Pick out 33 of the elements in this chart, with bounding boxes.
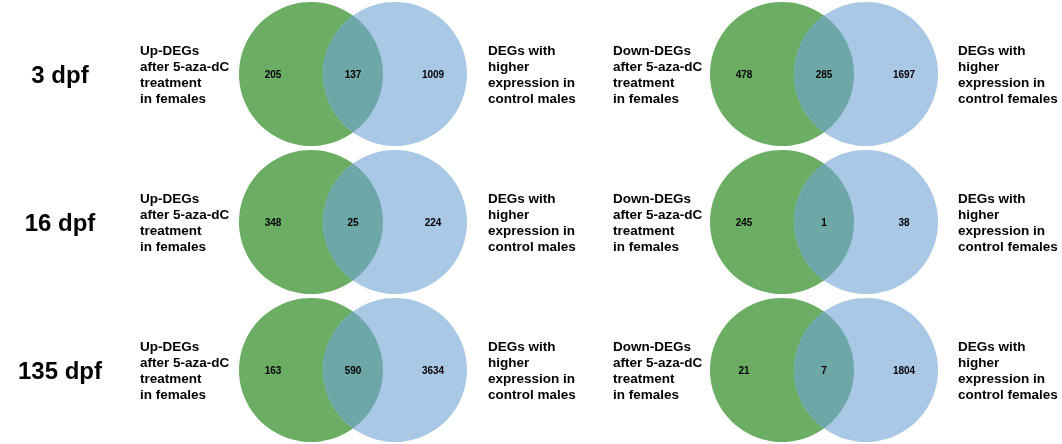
data-label: 3634: [421, 364, 445, 376]
data-label: 224: [424, 216, 442, 228]
text: DEGs with higher expression in control males: [488, 42, 576, 106]
text: Up-DEGs after 5-aza-dC treatment in females: [140, 190, 230, 254]
data-label: 1697: [892, 68, 916, 80]
data-label: 1009: [421, 68, 445, 80]
text: DEGs with higher expression in control males: [488, 190, 576, 254]
data-label: 478: [735, 68, 753, 80]
data-label: 7: [821, 364, 828, 376]
data-label: 137: [344, 68, 362, 80]
data-label: 1804: [892, 364, 916, 376]
data-label: 348: [264, 216, 282, 228]
text: Up-DEGs after 5-aza-dC treatment in females: [140, 338, 230, 402]
text: DEGs with higher expression in control males: [488, 338, 576, 402]
data-label: 25: [347, 216, 359, 228]
text: Down-DEGs after 5-aza-dC treatment in females: [613, 338, 703, 402]
data-label: 38: [898, 216, 910, 228]
data-label: 1: [821, 216, 828, 228]
data-label: 590: [344, 364, 362, 376]
text: 135 dpf: [17, 356, 104, 384]
text: DEGs with higher expression in control females: [958, 190, 1058, 254]
text: 16 dpf: [24, 208, 97, 236]
data-label: 163: [264, 364, 282, 376]
data-label: 285: [815, 68, 833, 80]
data-label: 205: [264, 68, 282, 80]
text: Up-DEGs after 5-aza-dC treatment in females: [140, 42, 230, 106]
text: Down-DEGs after 5-aza-dC treatment in females: [613, 42, 703, 106]
text: 3 dpf: [31, 60, 90, 88]
data-label: 21: [738, 364, 750, 376]
text: DEGs with higher expression in control females: [958, 42, 1058, 106]
data-label: 245: [735, 216, 753, 228]
text: DEGs with higher expression in control females: [958, 338, 1058, 402]
text: Down-DEGs after 5-aza-dC treatment in females: [613, 190, 703, 254]
